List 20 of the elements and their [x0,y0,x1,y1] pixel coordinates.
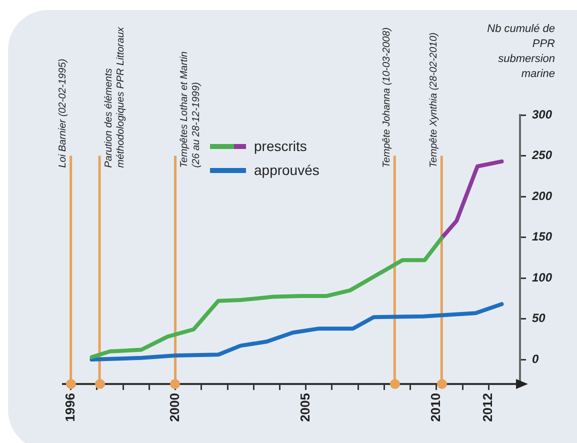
y-tick-label: 300 [532,107,552,122]
y-tick-label: 0 [532,352,539,366]
legend-label: prescrits [254,138,307,154]
x-tick-label: 1996 [62,393,78,422]
ref-line-label: Tempête Johanna (10-03-2008) [381,27,392,168]
y-tick-label: 100 [532,270,552,284]
y-tick-label: 150 [532,230,552,244]
x-tick-label: 2000 [166,393,182,422]
y-tick-label: 200 [531,188,552,203]
y-tick-label: 250 [531,148,552,162]
legend-label: approuvés [254,162,320,178]
y-tick-label: 50 [532,311,546,326]
ref-line-label: Tempête Xynthia (28-02-2010) [428,32,440,168]
x-tick-label: 2010 [428,393,444,422]
y-axis-title: Nb cumulé de PPR submersion marine [486,22,555,82]
x-tick-label: 2005 [297,393,312,422]
ref-line-label: Loi Barnier (02-02-1995) [58,58,69,168]
ref-line-label: Parution des éléments méthodologiques PPR Littoraux [103,26,126,168]
ref-line-label: Tempêtes Lothar et Martin (26 au 28-12-1999) [179,50,202,168]
x-tick-label: 2012 [480,393,496,422]
